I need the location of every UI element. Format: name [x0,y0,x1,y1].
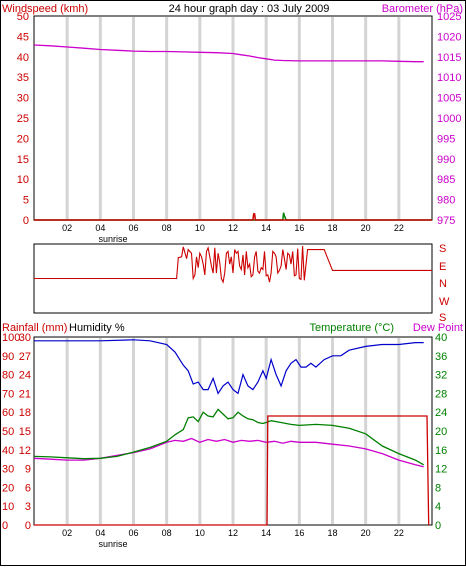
windspeed-tick-30: 30 [17,93,29,105]
barometer-tick-975: 975 [437,215,455,227]
windspeed-tick-5: 5 [23,195,29,207]
rainfall-tick-10: 10 [2,501,14,513]
barometer-tick-1010: 1010 [437,72,461,84]
humidity-axis-title: Humidity % [69,322,125,334]
rainfall-tick-20: 20 [2,482,14,494]
barometer-line [33,44,424,63]
humidity-tick-21: 21 [19,388,31,400]
temperature-tick-40: 40 [435,332,447,344]
rainfall-tick-30: 30 [2,464,14,476]
windspeed-tick-0: 0 [23,215,29,227]
humidity-tick-0: 0 [25,520,31,532]
windspeed-tick-20: 20 [17,133,29,145]
temperature-tick-36: 36 [435,351,447,363]
barometer-tick-990: 990 [437,154,455,166]
wind-baro-x-tick-02: 02 [62,223,72,233]
humidity-tick-6: 6 [25,482,31,494]
temperature-tick-12: 12 [435,464,447,476]
barometer-tick-985: 985 [437,174,455,186]
wind-baro-x-tick-20: 20 [361,223,371,233]
rain-humidity-temp-x-tick-10: 10 [195,528,205,538]
humidity-tick-15: 15 [19,426,31,438]
rain-humidity-temp-x-tick-22: 22 [394,528,404,538]
wind-baro-x-tick-22: 22 [394,223,404,233]
temperature-tick-16: 16 [435,445,447,457]
wind-baro-x-tick-04: 04 [95,223,105,233]
rain-humidity-temp-x-tick-20: 20 [361,528,371,538]
rainfall-tick-0: 0 [2,520,8,532]
direction-tick-3: W [439,296,450,308]
humidity-tick-12: 12 [19,445,31,457]
barometer-tick-1020: 1020 [437,31,461,43]
rainfall-tick-100: 100 [2,332,20,344]
rain-humidity-temp-x-tick-16: 16 [294,528,304,538]
temperature-tick-4: 4 [435,501,441,513]
temperature-axis-title: Temperature (°C) [310,322,394,334]
barometer-tick-1025: 1025 [437,11,461,23]
rainfall-line [34,415,430,526]
temperature-line [33,408,425,466]
rain-humidity-temp-x-tick-04: 04 [95,528,105,538]
direction-tick-0: S [439,243,446,255]
rainfall-axis-title: Rainfall (mm) [2,322,67,334]
barometer-tick-1015: 1015 [437,52,461,64]
rainfall-tick-40: 40 [2,445,14,457]
humidity-tick-3: 3 [25,501,31,513]
rain-humidity-temp-x-tick-14: 14 [261,528,271,538]
rain-humidity-temp-x-tick-18: 18 [327,528,337,538]
rainfall-tick-80: 80 [2,370,14,382]
barometer-axis-title: Barometer (hPa) [382,3,463,15]
windspeed-tick-10: 10 [17,174,29,186]
wind-baro-x-tick-06: 06 [128,223,138,233]
windspeed-line [34,213,432,221]
rainfall-tick-50: 50 [2,426,14,438]
wind-baro-x-tick-14: 14 [261,223,271,233]
sunrise-label-top: sunrise [98,234,127,244]
windspeed-tick-25: 25 [17,113,29,125]
wind-baro-x-tick-12: 12 [228,223,238,233]
wind-baro-x-tick-08: 08 [162,223,172,233]
humidity-tick-27: 27 [19,351,31,363]
rainfall-tick-60: 60 [2,407,14,419]
barometer-tick-1000: 1000 [437,113,461,125]
windspeed-tick-50: 50 [17,11,29,23]
humidity-tick-24: 24 [19,370,31,382]
direction-tick-2: N [439,278,447,290]
barometer-tick-980: 980 [437,195,455,207]
temperature-tick-0: 0 [435,520,441,532]
temperature-tick-32: 32 [435,370,447,382]
rain-humidity-temp-x-tick-08: 08 [162,528,172,538]
rainfall-tick-90: 90 [2,351,14,363]
rain-humidity-temp-x-tick-02: 02 [62,528,72,538]
rain-humidity-temp-x-tick-06: 06 [128,528,138,538]
temperature-tick-20: 20 [435,426,447,438]
wind-baro-x-tick-16: 16 [294,223,304,233]
windspeed-tick-40: 40 [17,52,29,64]
humidity-line [34,339,424,395]
rainfall-tick-70: 70 [2,388,14,400]
sunrise-label-bottom: sunrise [98,539,127,549]
temperature-tick-8: 8 [435,482,441,494]
windspeed-tick-15: 15 [17,154,29,166]
windspeed-tick-45: 45 [17,31,29,43]
windspeed-tick-35: 35 [17,72,29,84]
wind-direction-line [34,245,432,284]
direction-tick-4: S [439,312,446,324]
rain-humidity-temp-x-tick-12: 12 [228,528,238,538]
temperature-tick-28: 28 [435,388,447,400]
wind-baro-x-tick-18: 18 [327,223,337,233]
humidity-tick-9: 9 [25,464,31,476]
chart-title: 24 hour graph day : 03 July 2009 [169,3,330,15]
wind-baro-x-tick-10: 10 [195,223,205,233]
temperature-tick-24: 24 [435,407,447,419]
barometer-tick-1005: 1005 [437,93,461,105]
direction-tick-1: E [439,261,446,273]
barometer-tick-995: 995 [437,133,455,145]
windspeed-axis-title: Windspeed (kmh) [2,3,88,15]
humidity-tick-18: 18 [19,407,31,419]
humidity-tick-30: 30 [19,332,31,344]
dewpoint-axis-title: Dew Point [413,322,463,334]
